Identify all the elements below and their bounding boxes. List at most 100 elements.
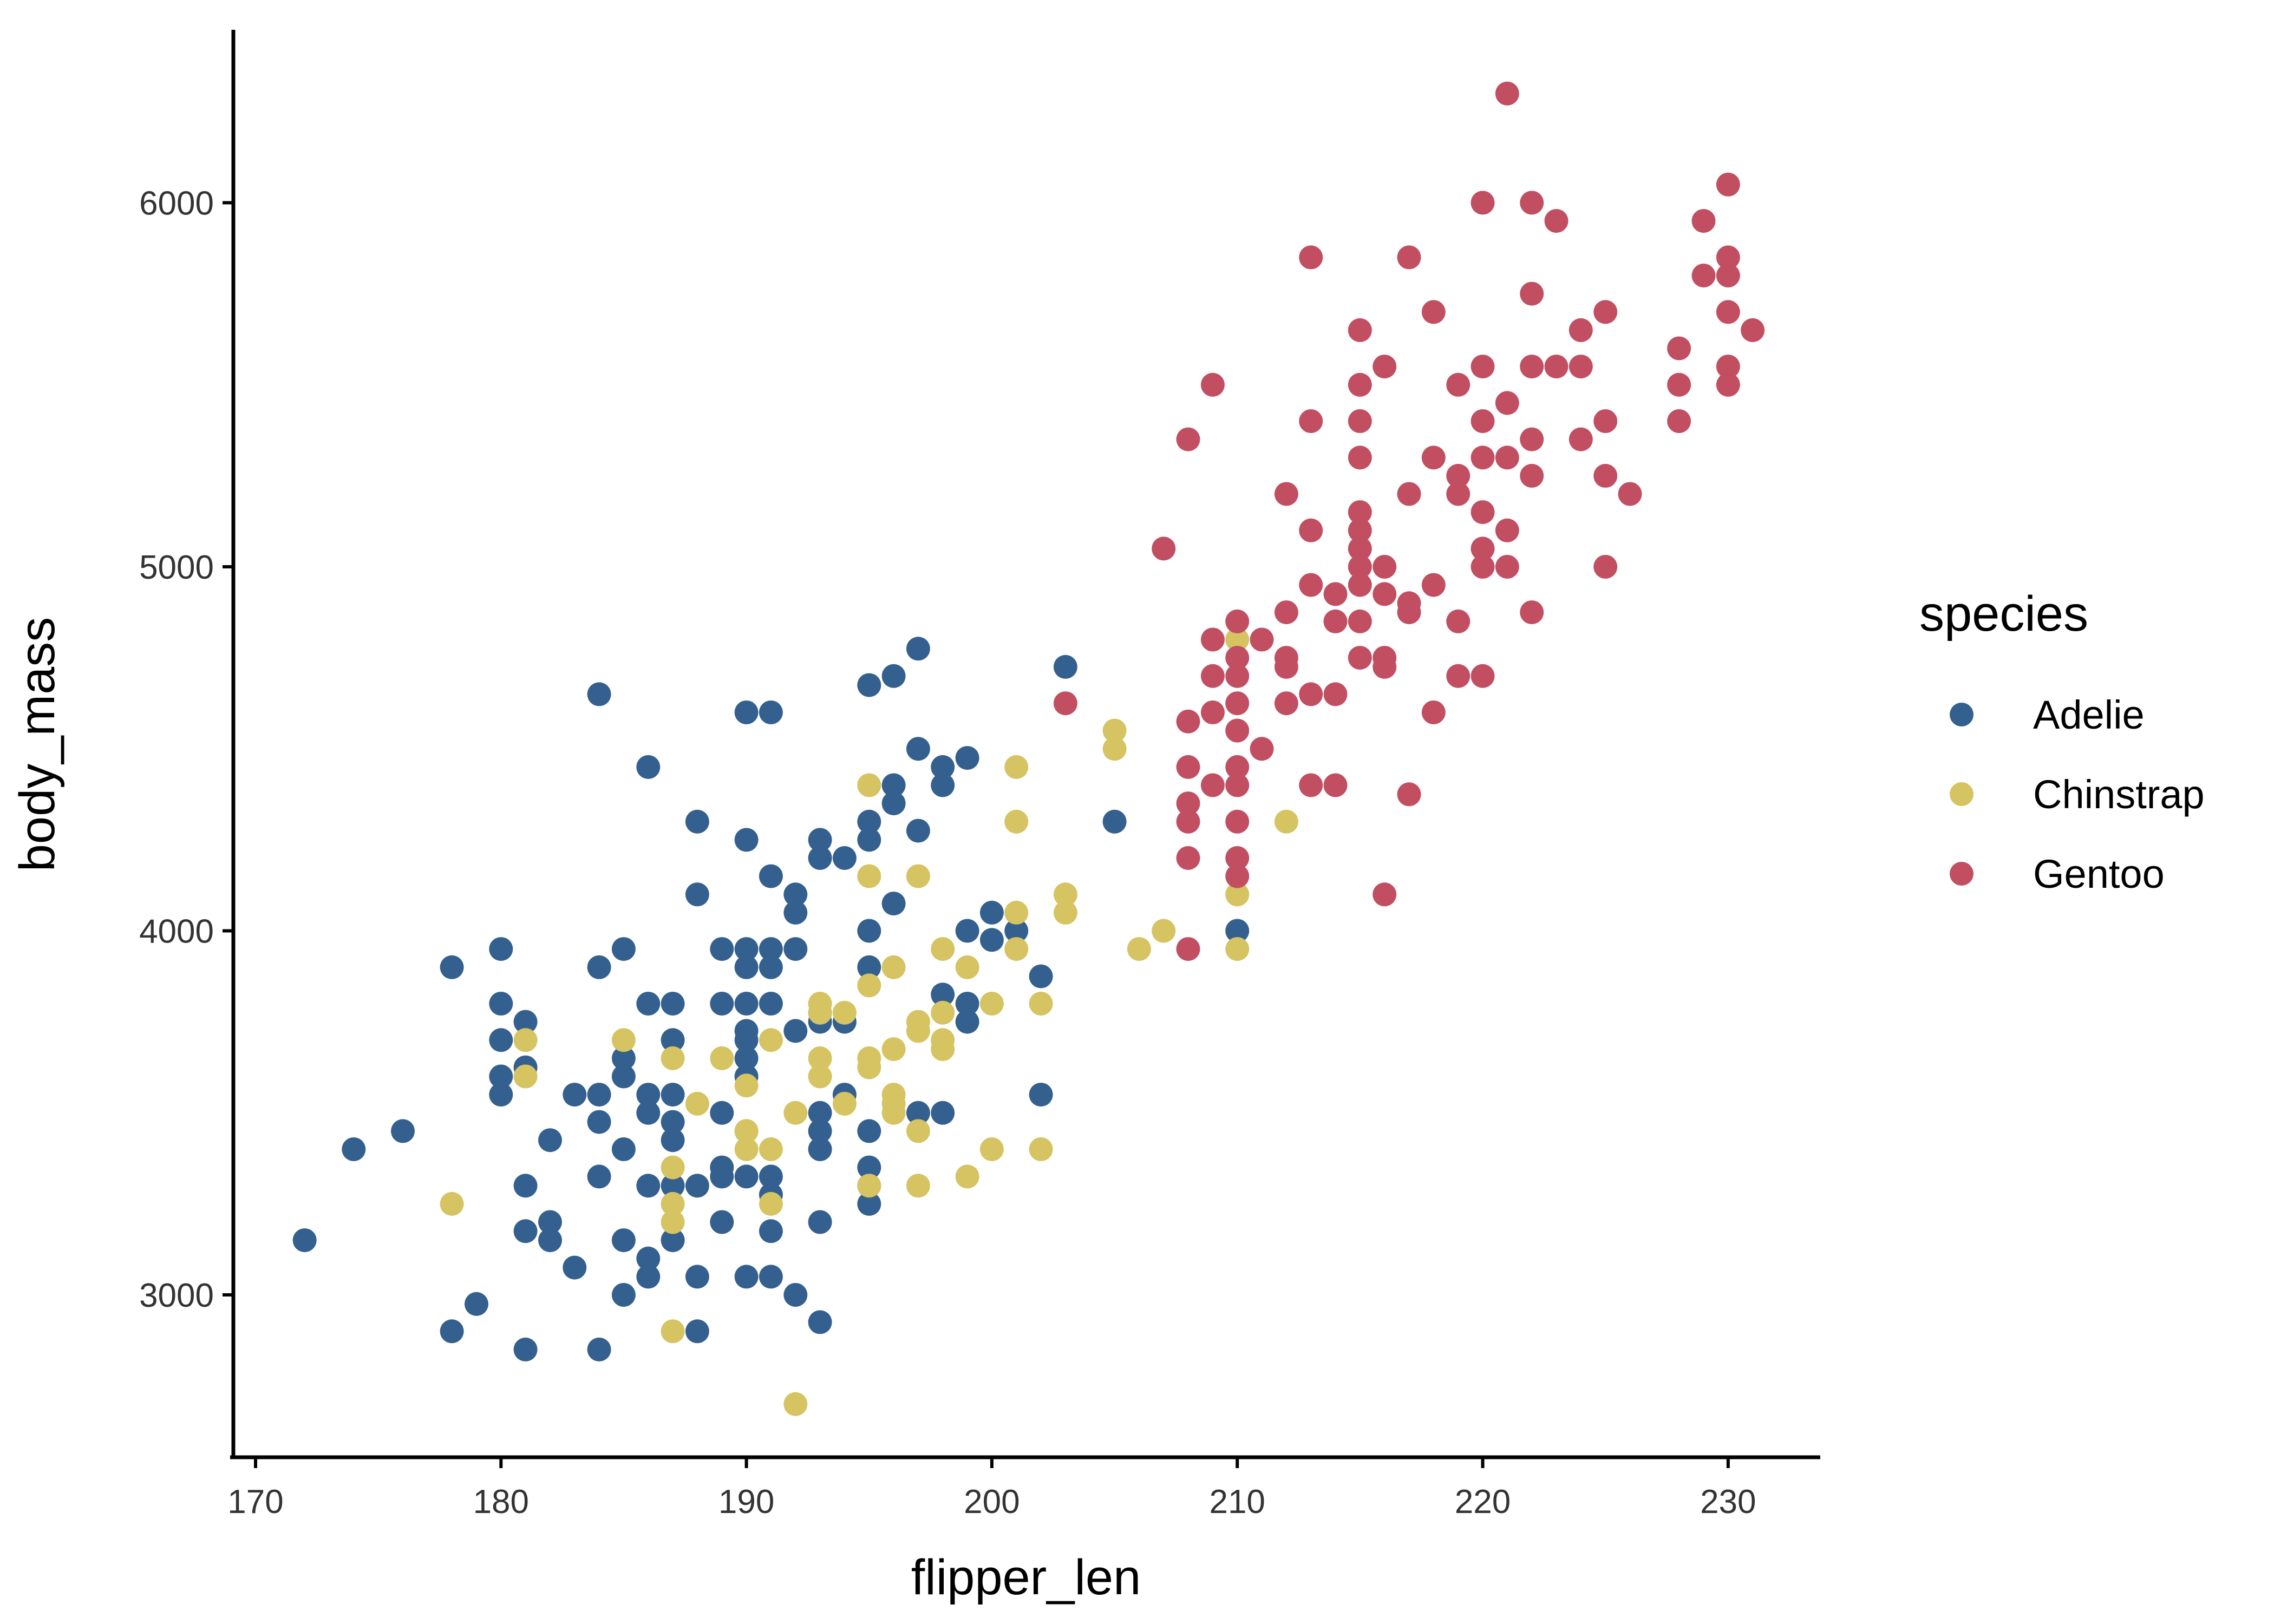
data-point [1053, 900, 1077, 925]
data-point [1618, 482, 1642, 506]
data-point [759, 864, 783, 888]
data-point [1421, 700, 1446, 724]
data-point [489, 992, 513, 1016]
data-point [1200, 664, 1225, 688]
data-point [1323, 609, 1348, 633]
data-point [1102, 809, 1127, 834]
data-point [906, 1101, 930, 1125]
data-point [685, 882, 709, 907]
data-point [1274, 809, 1298, 834]
data-point [1225, 755, 1250, 779]
data-point [979, 928, 1004, 952]
data-point [734, 955, 759, 979]
data-point [783, 1019, 808, 1043]
data-point [661, 1110, 685, 1134]
data-point [661, 1083, 685, 1107]
data-point [636, 1101, 661, 1125]
data-point [1004, 809, 1029, 834]
data-point [1200, 700, 1225, 724]
data-point [1323, 682, 1348, 706]
data-point [1397, 482, 1421, 506]
data-point [808, 1119, 832, 1143]
data-point [759, 1191, 783, 1216]
data-point [979, 1137, 1004, 1161]
data-point [685, 1319, 709, 1344]
data-point [857, 1119, 881, 1143]
data-point [1004, 937, 1029, 961]
data-point [931, 773, 955, 797]
data-point [1323, 582, 1348, 606]
data-point [759, 700, 783, 724]
legend-title: species [1919, 586, 2088, 641]
data-point [783, 937, 808, 961]
legend: species Adelie Chinstrap Gentoo [1919, 586, 2205, 896]
data-point [955, 955, 979, 979]
data-point [1127, 937, 1151, 961]
data-point [1495, 81, 1519, 106]
data-point [636, 1083, 661, 1107]
legend-label: Gentoo [2033, 852, 2165, 896]
data-point [710, 937, 734, 961]
data-point [661, 1046, 685, 1070]
data-point [783, 1101, 808, 1125]
data-point [563, 1255, 587, 1280]
data-point [1544, 355, 1569, 379]
data-point [857, 1055, 881, 1079]
data-point [783, 1283, 808, 1307]
data-point [1373, 882, 1397, 907]
data-point [1225, 919, 1250, 943]
data-point [1593, 409, 1618, 433]
data-point [783, 882, 808, 907]
data-point [440, 955, 464, 979]
data-point [1348, 646, 1372, 670]
data-point [1520, 427, 1544, 451]
x-tick-label: 210 [1209, 1483, 1265, 1521]
data-point [734, 992, 759, 1016]
data-point [489, 937, 513, 961]
data-point [857, 1191, 881, 1216]
data-point [661, 1155, 685, 1180]
legend-key [1950, 862, 1974, 886]
data-point [661, 1228, 685, 1253]
data-point [685, 1265, 709, 1289]
data-point [1176, 846, 1200, 870]
data-point [1691, 264, 1716, 287]
data-point [611, 1064, 636, 1089]
data-point [955, 746, 979, 770]
data-point [1397, 782, 1421, 807]
data-point [661, 992, 685, 1016]
data-point [759, 1219, 783, 1243]
data-point [931, 1101, 955, 1125]
data-point [881, 791, 906, 816]
data-point [734, 1137, 759, 1161]
data-point [636, 992, 661, 1016]
data-point [1471, 555, 1495, 579]
data-point [1152, 536, 1176, 561]
data-point [906, 864, 930, 888]
data-point [808, 828, 832, 852]
data-point [636, 1174, 661, 1198]
data-point [1176, 791, 1200, 816]
data-point [1348, 318, 1372, 342]
data-point [1225, 882, 1250, 907]
data-point [1373, 582, 1397, 606]
data-point [759, 1028, 783, 1052]
data-point [1200, 773, 1225, 797]
data-point [661, 1128, 685, 1152]
data-point [1471, 664, 1495, 688]
legend-item-adelie: Adelie [1950, 692, 2145, 737]
data-point [1421, 446, 1446, 470]
data-point [1250, 627, 1274, 652]
data-point [513, 1219, 538, 1243]
data-point [391, 1119, 415, 1143]
data-point [734, 1119, 759, 1143]
data-point [1348, 372, 1372, 397]
data-point [685, 1091, 709, 1116]
data-point [563, 1083, 587, 1107]
data-point [1348, 573, 1372, 597]
data-point [1225, 627, 1250, 652]
data-point [1593, 300, 1618, 324]
x-tick-label: 180 [473, 1483, 529, 1521]
data-point [1569, 318, 1593, 342]
data-point [1102, 718, 1127, 743]
